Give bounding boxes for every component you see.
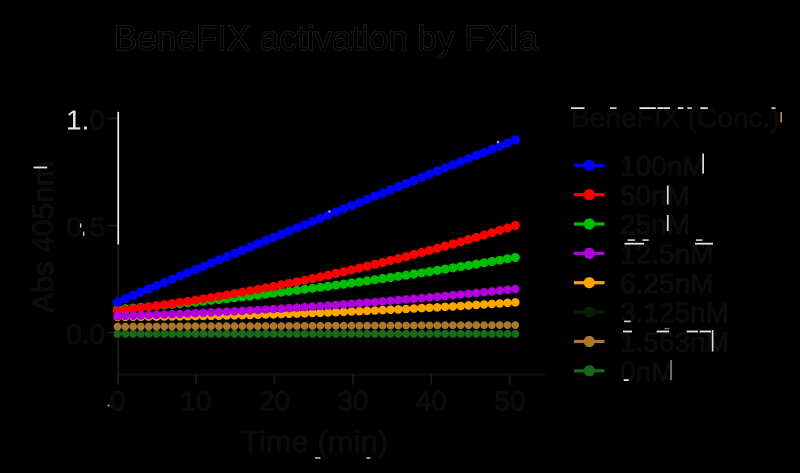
svg-text:Abs 405nm: Abs 405nm: [27, 161, 60, 313]
svg-text:30: 30: [337, 386, 368, 417]
svg-text:25nM: 25nM: [620, 209, 690, 240]
svg-text:BeneFIX (Conc.): BeneFIX (Conc.): [571, 102, 780, 133]
svg-text:0: 0: [89, 105, 105, 136]
svg-text:3.125nM: 3.125nM: [620, 297, 729, 328]
svg-text:50: 50: [494, 386, 525, 417]
svg-text:50nM: 50nM: [620, 180, 690, 211]
svg-text:40: 40: [416, 386, 447, 417]
svg-text:1.563nM: 1.563nM: [620, 327, 729, 358]
svg-text:0: 0: [110, 386, 126, 417]
svg-text:Time (min): Time (min): [241, 424, 388, 459]
svg-text:20: 20: [259, 386, 290, 417]
svg-text:10: 10: [180, 386, 211, 417]
svg-text:0nM: 0nM: [620, 356, 674, 387]
svg-text:1.: 1.: [66, 105, 89, 136]
svg-text:100nM: 100nM: [620, 150, 706, 181]
svg-text:BeneFIX activation by FXIa: BeneFIX activation by FXIa: [114, 19, 539, 58]
svg-text:0.0: 0.0: [66, 319, 105, 350]
svg-text:6.25nM: 6.25nM: [620, 268, 713, 299]
svg-text:0.5: 0.5: [66, 212, 105, 243]
